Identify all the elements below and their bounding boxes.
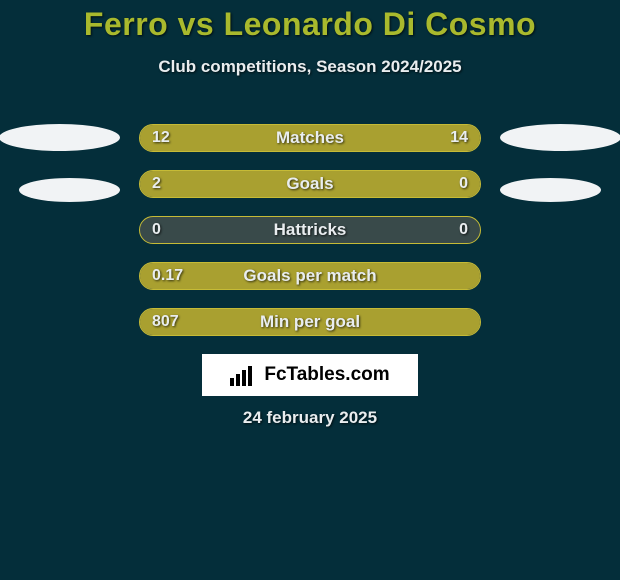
date-line: 24 february 2025 — [0, 408, 620, 428]
stat-value-right: 14 — [450, 129, 468, 147]
stat-label: Hattricks — [274, 220, 347, 240]
stat-rows: 12 14 Matches 2 0 Goals 0 0 Hattricks 0.17 Goals p… — [0, 124, 620, 336]
stat-value-left: 12 — [152, 129, 170, 147]
stat-value-left: 2 — [152, 175, 161, 193]
stat-value-right: 0 — [459, 175, 468, 193]
page-title: Ferro vs Leonardo Di Cosmo — [0, 0, 620, 43]
comparison-card: Ferro vs Leonardo Di Cosmo Club competit… — [0, 0, 620, 580]
stat-fill-left — [140, 171, 401, 197]
stat-label: Matches — [276, 128, 344, 148]
stat-row: 807 Min per goal — [139, 308, 481, 336]
stat-value-left: 807 — [152, 313, 179, 331]
branding-label: FcTables.com — [264, 364, 389, 386]
stat-label: Goals — [286, 174, 333, 194]
stat-value-left: 0 — [152, 221, 161, 239]
stat-label: Min per goal — [260, 312, 360, 332]
branding-badge[interactable]: FcTables.com — [202, 354, 418, 396]
stat-value-right: 0 — [459, 221, 468, 239]
stat-label: Goals per match — [243, 266, 376, 286]
stat-row: 0.17 Goals per match — [139, 262, 481, 290]
chart-icon — [230, 364, 258, 386]
stat-row: 12 14 Matches — [139, 124, 481, 152]
stat-value-left: 0.17 — [152, 267, 183, 285]
page-subtitle: Club competitions, Season 2024/2025 — [0, 57, 620, 77]
stat-row: 2 0 Goals — [139, 170, 481, 198]
stat-row: 0 0 Hattricks — [139, 216, 481, 244]
stat-fill-right — [401, 171, 480, 197]
